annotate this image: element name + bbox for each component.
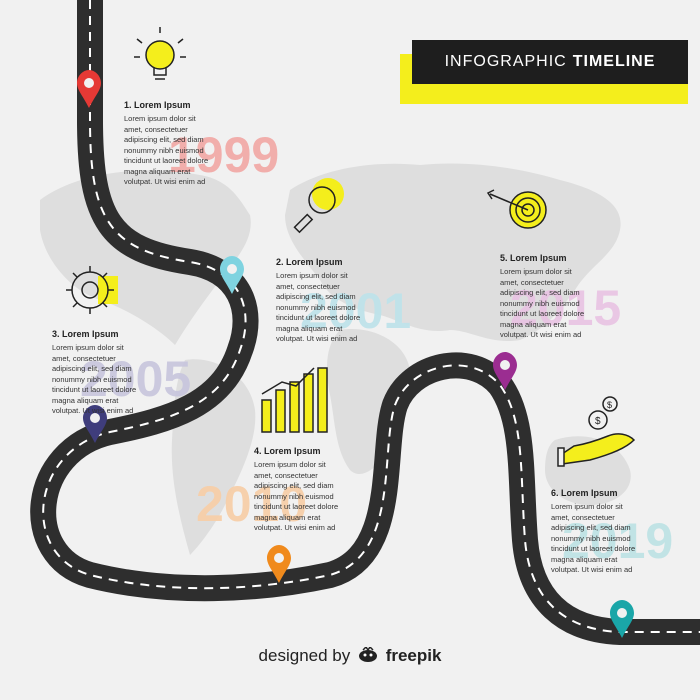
footer-brand: freepik [385,646,442,665]
step-1: 1. Lorem Ipsum Lorem ipsum dolor sit ame… [124,100,224,188]
svg-text:$: $ [607,400,612,410]
step-2-text: Lorem ipsum dolor sit amet, consectetuer… [276,271,361,343]
title-bold: TIMELINE [572,53,656,70]
footer-credit: designed by freepik [0,646,700,666]
year-label-3: 2005 [80,351,191,407]
step-4-title: 4. Lorem Ipsum [254,446,321,456]
pin-2 [220,256,244,294]
step-2: 2. Lorem Ipsum Lorem ipsum dolor sit ame… [276,257,376,345]
money-hand-icon: $ $ [557,396,636,467]
step-3-title: 3. Lorem Ipsum [52,329,119,339]
pin-5 [493,352,517,390]
year-label-5: 2015 [510,280,621,336]
step-1-title: 1. Lorem Ipsum [124,100,191,110]
target-icon [486,189,547,229]
step-4: 4. Lorem Ipsum Lorem ipsum dolor sit ame… [254,446,354,534]
title-banner: INFOGRAPHIC TIMELINE [400,40,700,106]
page-title: INFOGRAPHIC TIMELINE [412,40,688,84]
step-5-title: 5. Lorem Ipsum [500,253,567,263]
step-1-text: Lorem ipsum dolor sit amet, consectetuer… [124,114,209,186]
step-6: 6. Lorem Ipsum Lorem ipsum dolor sit ame… [551,488,651,576]
step-5: 5. Lorem Ipsum Lorem ipsum dolor sit ame… [500,253,600,341]
freepik-logo-icon [358,647,377,662]
pin-1 [77,70,101,108]
step-4-text: Lorem ipsum dolor sit amet, consectetuer… [254,460,339,532]
pin-4 [267,545,291,583]
step-5-text: Lorem ipsum dolor sit amet, consectetuer… [500,267,585,339]
pin-3 [83,405,107,443]
year-label-2: 2001 [300,283,411,339]
pin-6 [610,600,634,638]
world-map-background [40,163,631,555]
step-3: 3. Lorem Ipsum Lorem ipsum dolor sit ame… [52,329,152,417]
svg-text:$: $ [595,416,601,427]
year-labels: 1999 2001 2005 2010 2015 2019 [80,127,673,569]
footer-prefix: designed by [258,646,351,665]
step-6-text: Lorem ipsum dolor sit amet, consectetuer… [551,502,636,574]
bar-chart-icon [261,367,328,433]
year-label-6: 2019 [562,513,673,569]
gear-icon [66,266,118,314]
pins [77,70,634,638]
step-2-title: 2. Lorem Ipsum [276,257,343,267]
year-label-4: 2010 [196,476,307,532]
title-prefix: INFOGRAPHIC [444,53,567,70]
lightbulb-icon [134,27,186,80]
step-6-title: 6. Lorem Ipsum [551,488,618,498]
road [30,0,700,645]
step-3-text: Lorem ipsum dolor sit amet, consectetuer… [52,343,137,415]
magnifier-icon [293,178,344,234]
year-label-1: 1999 [168,127,279,183]
